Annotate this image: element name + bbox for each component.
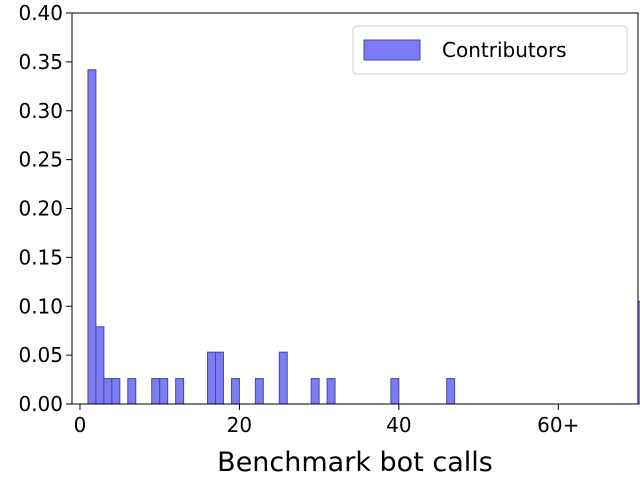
histogram-bar [207,351,216,405]
y-axis-ticks: 0.00 0.05 0.10 0.15 0.20 0.25 0.30 0.35 0.40 [18,1,72,416]
histogram-bar [254,378,264,405]
histogram-bar [103,378,113,405]
y-tick-label: 0.30 [18,99,63,123]
y-tick-label: 0.00 [18,392,63,416]
x-tick-label: 40 [386,413,411,437]
legend-label-contributors: Contributors [442,38,567,62]
x-tick-label: 60+ [537,413,579,437]
x-tick-label: 0 [74,413,87,437]
histogram-bar [214,351,224,405]
histogram-bar [175,378,185,405]
legend-box [352,25,628,75]
y-tick-label: 0.15 [18,245,63,269]
y-tick-label: 0.35 [18,50,63,74]
legend: Contributors [352,25,628,75]
histogram-bar [230,378,240,405]
histogram-bar [87,69,97,405]
y-tick-label: 0.40 [18,1,63,25]
y-tick-label: 0.10 [18,294,63,318]
x-tick-label: 20 [227,413,252,437]
histogram-bar [127,378,137,405]
legend-swatch [363,39,421,61]
y-tick-label: 0.25 [18,148,63,172]
y-tick-label: 0.20 [18,197,63,221]
histogram-bar [159,378,169,405]
histogram-bar [278,351,288,405]
histogram-bar [326,378,336,405]
histogram-bar [95,326,105,405]
x-axis-ticks: 0 20 40 60+ [74,404,579,437]
plot-frame [71,12,639,405]
y-tick-label: 0.05 [18,343,63,367]
histogram-bar [111,378,121,405]
bars-group [87,69,640,405]
x-axis-label: Benchmark bot calls [217,447,493,478]
histogram-bar [390,378,400,405]
histogram-bar [310,378,320,405]
histogram-bar [446,378,456,405]
histogram-bar [151,378,161,405]
